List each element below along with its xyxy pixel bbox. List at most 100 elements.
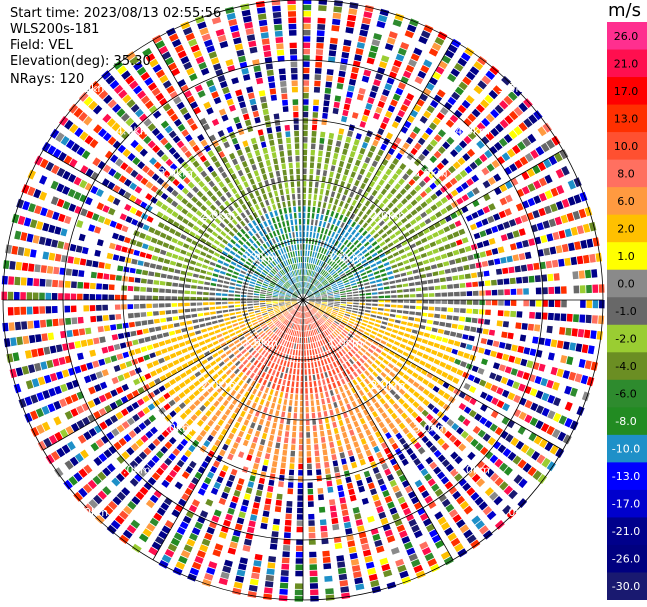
gate-cell <box>417 231 425 238</box>
gate-cell <box>236 280 243 284</box>
gate-cell <box>357 412 363 419</box>
gate-cell <box>390 290 397 294</box>
gate-cell <box>318 285 324 290</box>
gate-cell <box>209 347 216 354</box>
gate-cell <box>202 390 210 398</box>
gate-cell <box>371 288 378 292</box>
gate-cell <box>230 261 237 266</box>
gate-cell <box>384 367 391 374</box>
gate-cell <box>291 309 296 315</box>
gate-cell <box>199 544 209 553</box>
gate-cell <box>201 223 209 230</box>
gate-cell <box>327 486 334 493</box>
gate-cell <box>444 268 451 274</box>
gate-cell <box>354 249 360 256</box>
gate-cell <box>309 162 315 169</box>
gate-cell <box>112 254 120 261</box>
gate-cell <box>166 207 174 215</box>
gate-cell <box>174 406 182 414</box>
gate-cell <box>188 332 196 337</box>
gate-cell <box>429 445 438 453</box>
gate-cell <box>314 305 320 309</box>
gate-cell <box>122 148 131 158</box>
gate-cell <box>503 278 510 285</box>
gate-cell <box>417 405 425 413</box>
gate-cell <box>219 222 226 229</box>
gate-cell <box>273 277 278 282</box>
gate-cell <box>309 317 312 323</box>
gate-cell <box>490 472 499 482</box>
gate-cell <box>357 188 363 195</box>
gate-cell <box>341 592 351 600</box>
gate-cell <box>180 249 187 255</box>
gate-cell <box>184 284 191 289</box>
gate-cell <box>145 53 156 63</box>
gate-cell <box>303 200 306 206</box>
gate-cell <box>352 325 359 330</box>
gate-cell <box>444 527 454 536</box>
gate-cell <box>518 478 528 489</box>
gate-cell <box>294 304 299 309</box>
gate-cell <box>439 277 446 283</box>
gate-cell <box>229 152 236 160</box>
gate-cell <box>288 288 294 293</box>
gate-cell <box>337 484 344 492</box>
gate-cell <box>138 468 147 478</box>
gate-cell <box>254 396 260 403</box>
gate-cell <box>108 168 117 177</box>
gate-cell <box>110 520 121 530</box>
gate-cell <box>345 136 352 143</box>
gate-cell <box>358 287 365 290</box>
gate-cell <box>384 83 393 91</box>
gate-cell <box>367 348 374 354</box>
gate-cell <box>419 93 428 102</box>
gate-cell <box>336 413 342 421</box>
gate-cell <box>354 513 362 520</box>
gate-cell <box>313 322 317 328</box>
gate-cell <box>492 85 503 95</box>
gate-cell <box>327 328 332 333</box>
gate-cell <box>291 300 297 302</box>
gate-cell <box>535 420 544 430</box>
gate-cell <box>320 182 325 189</box>
gate-cell <box>353 139 360 146</box>
gate-cell <box>324 196 328 202</box>
gate-cell <box>397 370 405 377</box>
gate-cell <box>252 243 259 249</box>
gate-cell <box>496 400 505 409</box>
gate-cell <box>153 489 163 499</box>
gate-cell <box>251 319 257 323</box>
gate-cell <box>484 348 491 356</box>
gate-cell <box>80 208 88 217</box>
gate-cell <box>340 304 347 306</box>
gate-cell <box>174 231 182 238</box>
gate-cell <box>14 291 20 300</box>
gate-cell <box>298 356 300 363</box>
gate-cell <box>311 287 317 292</box>
gate-cell <box>349 254 356 260</box>
gate-cell <box>200 482 209 491</box>
gate-cell <box>178 309 184 314</box>
gate-cell <box>408 387 415 394</box>
gate-cell <box>460 430 469 439</box>
gate-cell <box>303 181 307 187</box>
gate-cell <box>365 303 372 306</box>
gate-cell <box>73 491 83 502</box>
gate-cell <box>410 348 418 355</box>
gate-cell <box>300 325 302 331</box>
gate-cell <box>521 200 530 209</box>
gate-cell <box>133 378 141 386</box>
gate-cell <box>356 317 363 321</box>
gate-cell <box>158 407 166 415</box>
gate-cell <box>484 450 494 460</box>
gate-cell <box>429 461 438 470</box>
gate-cell <box>244 233 250 240</box>
gate-cell <box>341 275 347 279</box>
gate-cell <box>280 576 289 583</box>
gate-cell <box>45 292 52 300</box>
gate-cell <box>218 337 225 343</box>
gate-cell <box>280 317 286 322</box>
gate-cell <box>334 256 340 262</box>
gate-cell <box>101 178 110 187</box>
gate-cell <box>221 171 228 179</box>
